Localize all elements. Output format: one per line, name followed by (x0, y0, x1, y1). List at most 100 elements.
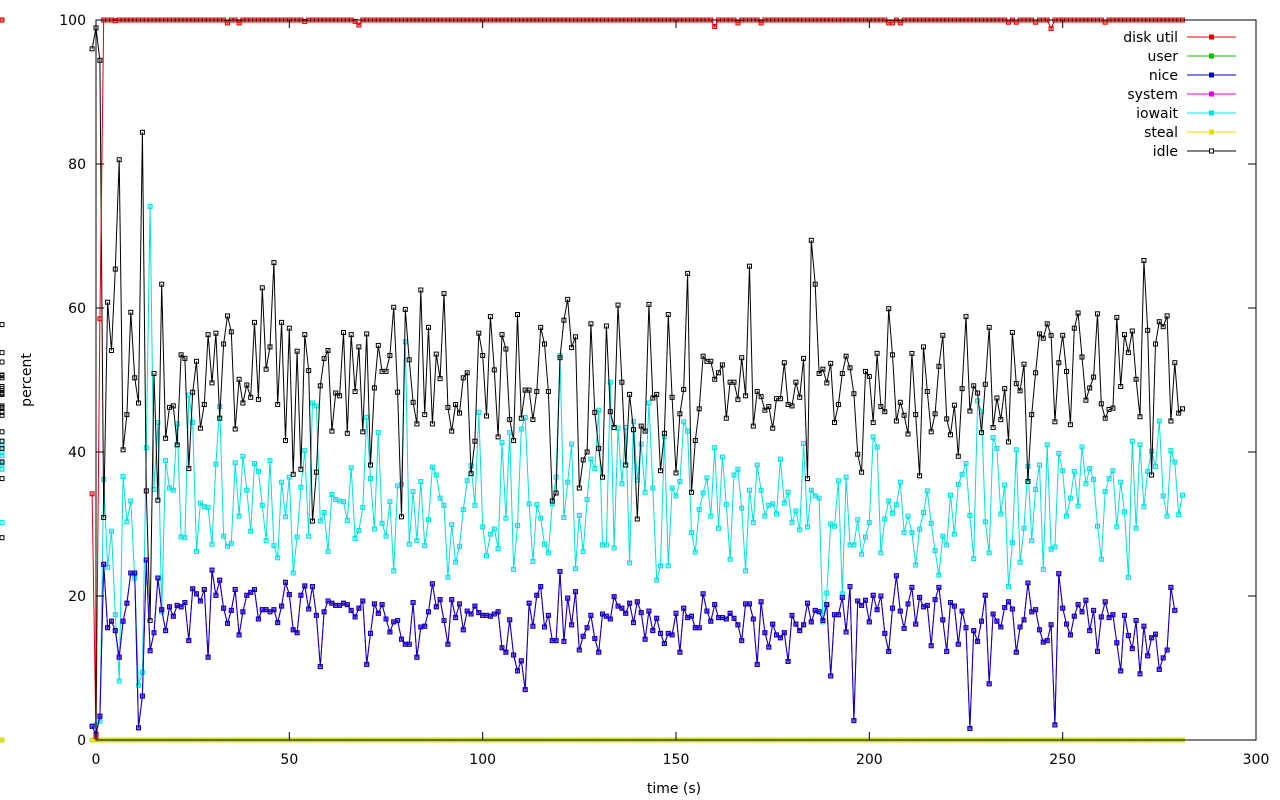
data-point (414, 421, 420, 427)
data-point (476, 610, 482, 616)
data-point (348, 465, 354, 471)
data-point (573, 566, 578, 572)
data-point (534, 502, 540, 508)
data-point (379, 602, 385, 608)
data-point (948, 492, 953, 498)
data-point (1087, 466, 1093, 472)
data-point (855, 517, 861, 523)
series-line (91, 559, 1176, 736)
data-point (0, 429, 5, 435)
data-point (97, 57, 103, 63)
data-point (882, 630, 888, 636)
data-point (696, 406, 702, 412)
data-point (1037, 462, 1042, 468)
data-point (487, 314, 493, 320)
data-point (236, 376, 242, 382)
data-point (159, 607, 165, 613)
data-point (998, 511, 1004, 517)
data-point (310, 518, 315, 524)
data-point (1002, 386, 1008, 392)
data-point (182, 535, 188, 541)
data-point (913, 562, 919, 568)
data-point (0, 476, 5, 482)
data-point (545, 550, 551, 556)
data-point (0, 409, 5, 415)
data-point (329, 492, 335, 497)
data-point (283, 579, 288, 585)
data-point (975, 638, 981, 644)
data-point (124, 412, 130, 418)
data-point (1021, 617, 1027, 623)
data-point (681, 419, 687, 425)
data-point (112, 612, 118, 618)
y-tick-label: 0 (77, 733, 86, 749)
data-point (422, 543, 428, 549)
data-point (588, 321, 594, 327)
data-point (681, 605, 687, 611)
data-point (402, 641, 408, 647)
data-point (901, 625, 907, 631)
y-tick-label: 100 (59, 13, 86, 29)
data-point (1180, 406, 1185, 412)
data-point (1013, 447, 1019, 453)
data-point (1153, 631, 1158, 637)
data-point (449, 522, 455, 528)
data-point (205, 504, 211, 510)
data-point (364, 414, 370, 420)
data-point (1017, 559, 1023, 565)
data-point (573, 589, 578, 595)
data-point (1033, 607, 1039, 613)
data-point (866, 373, 872, 379)
data-point (735, 396, 741, 402)
data-point (368, 462, 373, 468)
data-point (221, 605, 227, 611)
data-point (1095, 311, 1100, 317)
data-point (515, 668, 520, 674)
data-point (955, 641, 961, 647)
data-point (882, 409, 888, 415)
data-point (627, 560, 633, 566)
data-point (1110, 468, 1116, 474)
data-point (1075, 602, 1081, 608)
data-point (433, 351, 439, 357)
data-point (379, 520, 385, 526)
data-point (878, 550, 884, 556)
data-point (986, 324, 992, 330)
data-point (1095, 648, 1100, 654)
data-point (197, 500, 203, 506)
data-point (805, 524, 810, 530)
data-point (886, 648, 892, 654)
data-point (727, 556, 733, 562)
data-point (155, 575, 161, 581)
data-point (743, 568, 749, 574)
data-point (928, 429, 934, 435)
data-point (689, 530, 694, 536)
data-point (0, 384, 5, 389)
data-point (302, 583, 308, 589)
data-point (112, 266, 118, 272)
data-point (661, 430, 667, 436)
data-point (692, 549, 698, 555)
data-point (1009, 606, 1015, 612)
series-iowait (0, 204, 1185, 729)
data-point (460, 627, 466, 633)
data-point (774, 511, 779, 517)
data-point (781, 500, 787, 506)
data-point (252, 319, 257, 325)
data-point (913, 621, 919, 627)
data-point (182, 600, 188, 605)
data-point (360, 504, 366, 510)
data-point (650, 485, 656, 491)
data-point (286, 592, 292, 598)
data-point (847, 365, 853, 371)
data-point (449, 597, 455, 603)
data-point (143, 557, 149, 563)
data-point (410, 399, 416, 405)
data-point (499, 332, 505, 338)
data-point (982, 592, 988, 598)
data-point (1091, 374, 1097, 380)
data-point (816, 609, 822, 615)
data-point (267, 458, 273, 464)
data-point (1102, 489, 1108, 495)
data-point (1106, 476, 1112, 482)
